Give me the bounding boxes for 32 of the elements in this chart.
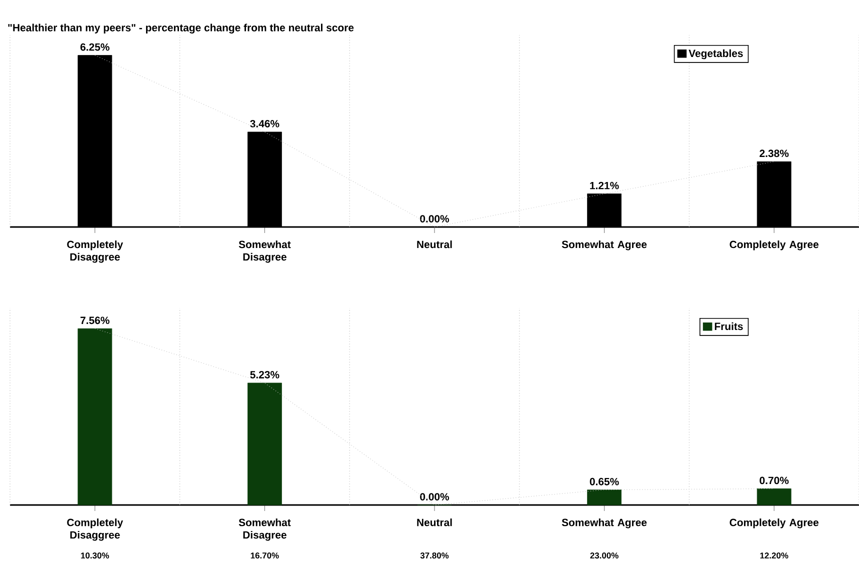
- text: 10.30%: [81, 552, 110, 559]
- data-label: 0.00%: [420, 493, 450, 500]
- x-tick-label: Neutral: [417, 518, 452, 526]
- x-tick-label: Completely Disaggree: [67, 240, 124, 263]
- data-label: 7.56%: [80, 316, 110, 324]
- x-tick-label: Completely Agree: [730, 240, 818, 250]
- chart-title: "Healthier than my peers" - percentage change from the neutral score: [8, 24, 354, 34]
- bar: [248, 382, 282, 506]
- legend-label: Fruits: [714, 322, 743, 330]
- data-label: 3.46%: [250, 120, 280, 128]
- x-tick-label: Somewhat Agree: [562, 240, 647, 250]
- x-tick-label: Completely Disaggree: [67, 518, 124, 541]
- bar: [78, 328, 112, 506]
- data-label: 0.00%: [420, 215, 450, 222]
- data-label: 6.25%: [80, 43, 110, 51]
- x-tick-label: Completely Agree: [730, 518, 818, 528]
- x-tick-label: Neutral: [417, 240, 452, 248]
- bar: [587, 490, 622, 506]
- text: 23.00%: [590, 552, 618, 559]
- x-tick-label: Somewhat Disagree: [238, 518, 291, 541]
- data-label: 1.21%: [590, 182, 619, 190]
- x-tick-label: Somewhat Agree: [562, 518, 647, 528]
- bar: [756, 488, 792, 506]
- text: 37.80%: [420, 552, 449, 559]
- data-label: 2.38%: [760, 150, 789, 158]
- x-tick-label: Somewhat Disagree: [238, 240, 291, 263]
- text: 16.70%: [250, 552, 279, 559]
- legend-label: Vegetables: [688, 49, 743, 60]
- text: 12.20%: [760, 552, 788, 559]
- data-label: 0.70%: [760, 476, 789, 484]
- data-label: 0.65%: [590, 478, 619, 486]
- data-label: 5.23%: [250, 371, 280, 378]
